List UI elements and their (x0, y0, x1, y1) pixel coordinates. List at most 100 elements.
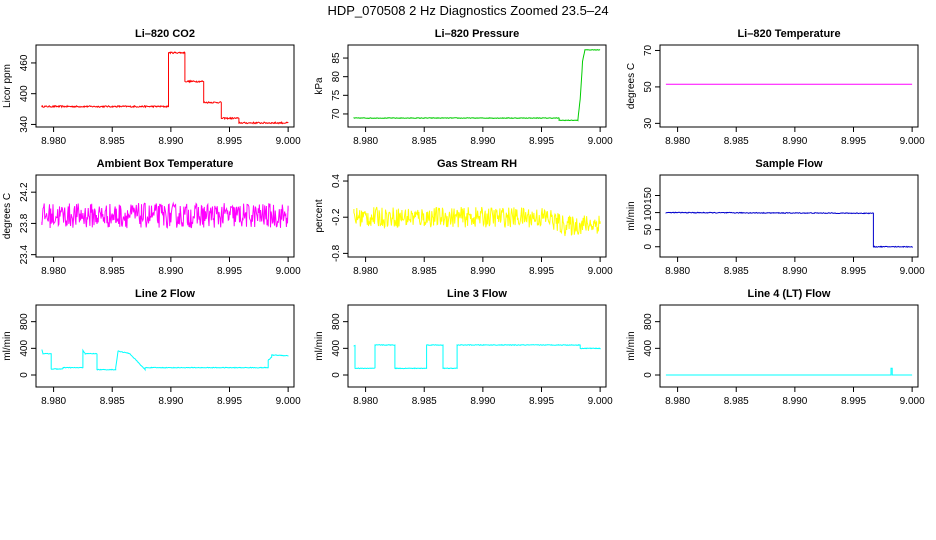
chart-panel-8: Line 3 Flow ml/min 8.980 8.985 8.990 8.995 9.0… (314, 288, 613, 407)
chart-panel-7: Line 2 Flow ml/min 8.980 8.985 8.990 8.995 9.0… (2, 288, 301, 407)
x-tick-label: 8.995 (529, 266, 554, 277)
chart-title: Li–820 Temperature (737, 28, 840, 40)
x-tick-label: 8.990 (470, 266, 495, 277)
figure-title: HDP_070508 2 Hz Diagnostics Zoomed 23.5–… (327, 3, 608, 18)
x-tick-label: 9.000 (900, 396, 925, 407)
y-tick-label: 0 (19, 372, 30, 378)
chart-panel-4: Ambient Box Temperature degrees C 8.980 8.9… (2, 158, 301, 277)
y-tick-label: 400 (19, 85, 30, 102)
plot-frame (347, 44, 607, 128)
y-tick-label: 460 (19, 54, 30, 71)
x-tick-label: 9.000 (276, 266, 301, 277)
series-line-co2 (41, 51, 289, 125)
y-tick-label: 85 (331, 52, 342, 64)
x-tick-label: 8.995 (217, 136, 242, 147)
chart-title: Ambient Box Temperature (97, 158, 234, 170)
y-tick-label: 75 (331, 89, 342, 101)
y-tick-label: 400 (643, 340, 654, 357)
x-tick-label: 8.995 (217, 266, 242, 277)
y-tick-label: 23.4 (19, 244, 30, 264)
x-tick-label: 8.985 (412, 266, 437, 277)
chart-panel-5: Gas Stream RH percent 8.980 8.985 8.990 8.995… (314, 158, 613, 277)
x-tick-label: 8.985 (724, 266, 749, 277)
series-line-line-4 (665, 367, 913, 376)
x-tick-label: 8.995 (841, 266, 866, 277)
y-tick-label: 80 (331, 71, 342, 83)
x-tick-label: 8.980 (665, 266, 690, 277)
y-tick-label: 150 (643, 187, 654, 204)
x-tick-label: 8.995 (217, 396, 242, 407)
y-tick-label: 70 (643, 44, 654, 56)
y-tick-label: 50 (643, 224, 654, 236)
plot-frame (35, 44, 295, 128)
series-line-line-3 (353, 343, 601, 370)
plot-frame (659, 44, 919, 128)
y-tick-label: 0 (643, 372, 654, 378)
y-axis-label: kPa (314, 77, 325, 95)
series-line-box-temperature (41, 201, 289, 229)
y-tick-label: -0.2 (331, 208, 342, 226)
plot-frame (347, 304, 607, 388)
x-tick-label: 9.000 (588, 396, 613, 407)
y-axis-label: percent (314, 199, 325, 233)
chart-title: Line 4 (LT) Flow (748, 288, 831, 300)
series-line-pressure (353, 48, 601, 122)
series-line-sample-flow (665, 211, 913, 249)
x-tick-label: 8.990 (158, 136, 183, 147)
series-line-rh (353, 206, 601, 237)
y-tick-label: 50 (643, 81, 654, 93)
chart-title: Line 3 Flow (447, 288, 507, 300)
x-tick-label: 8.985 (100, 396, 125, 407)
x-tick-label: 9.000 (900, 136, 925, 147)
x-tick-label: 8.985 (100, 266, 125, 277)
x-tick-label: 8.980 (353, 136, 378, 147)
x-tick-label: 8.990 (782, 396, 807, 407)
x-tick-label: 9.000 (276, 396, 301, 407)
y-axis-label: ml/min (626, 331, 637, 360)
x-tick-label: 8.990 (782, 266, 807, 277)
x-tick-label: 8.995 (841, 136, 866, 147)
plot-frame (35, 174, 295, 258)
chart-title: Gas Stream RH (437, 158, 517, 170)
y-tick-label: 400 (331, 340, 342, 357)
y-tick-label: 0 (643, 244, 654, 250)
x-tick-label: 9.000 (588, 266, 613, 277)
y-tick-label: 24.2 (19, 182, 30, 202)
y-tick-label: 800 (331, 313, 342, 330)
y-tick-label: 0 (331, 372, 342, 378)
y-axis-label: ml/min (2, 331, 13, 360)
x-tick-label: 8.995 (529, 136, 554, 147)
x-tick-label: 8.985 (412, 396, 437, 407)
chart-panel-9: Line 4 (LT) Flow ml/min 8.980 8.985 8.990 8.9… (626, 288, 925, 407)
x-tick-label: 8.980 (41, 136, 66, 147)
y-tick-label: 30 (643, 117, 654, 129)
plot-frame (659, 174, 919, 258)
x-tick-label: 8.985 (724, 136, 749, 147)
x-tick-label: 8.980 (353, 396, 378, 407)
y-axis-label: Licor ppm (2, 64, 13, 108)
y-axis-label: degrees C (2, 193, 13, 239)
chart-panel-3: Li–820 Temperature degrees C 8.980 8.985 8.9… (626, 28, 925, 147)
x-tick-label: 8.985 (412, 136, 437, 147)
y-axis-label: degrees C (626, 63, 637, 109)
x-tick-label: 8.980 (41, 266, 66, 277)
chart-title: Li–820 CO2 (135, 28, 195, 40)
chart-panel-1: Li–820 CO2 Licor ppm 8.980 8.985 8.990 8.995 9… (2, 28, 301, 147)
x-tick-label: 8.990 (158, 266, 183, 277)
y-tick-label: -0.8 (331, 244, 342, 262)
x-tick-label: 8.990 (782, 136, 807, 147)
y-axis-label: ml/min (314, 331, 325, 360)
x-tick-label: 8.980 (353, 266, 378, 277)
plot-frame (347, 174, 607, 258)
y-tick-label: 0.4 (331, 174, 342, 188)
series-line-line-2 (41, 348, 289, 372)
chart-title: Li–820 Pressure (435, 28, 519, 40)
x-tick-label: 9.000 (588, 136, 613, 147)
chart-title: Sample Flow (755, 158, 823, 170)
y-tick-label: 800 (19, 313, 30, 330)
y-tick-label: 70 (331, 108, 342, 120)
y-tick-label: 100 (643, 204, 654, 221)
chart-panel-6: Sample Flow ml/min 8.980 8.985 8.990 8.995 9.0… (626, 158, 925, 277)
x-tick-label: 8.980 (665, 396, 690, 407)
x-tick-label: 8.995 (529, 396, 554, 407)
